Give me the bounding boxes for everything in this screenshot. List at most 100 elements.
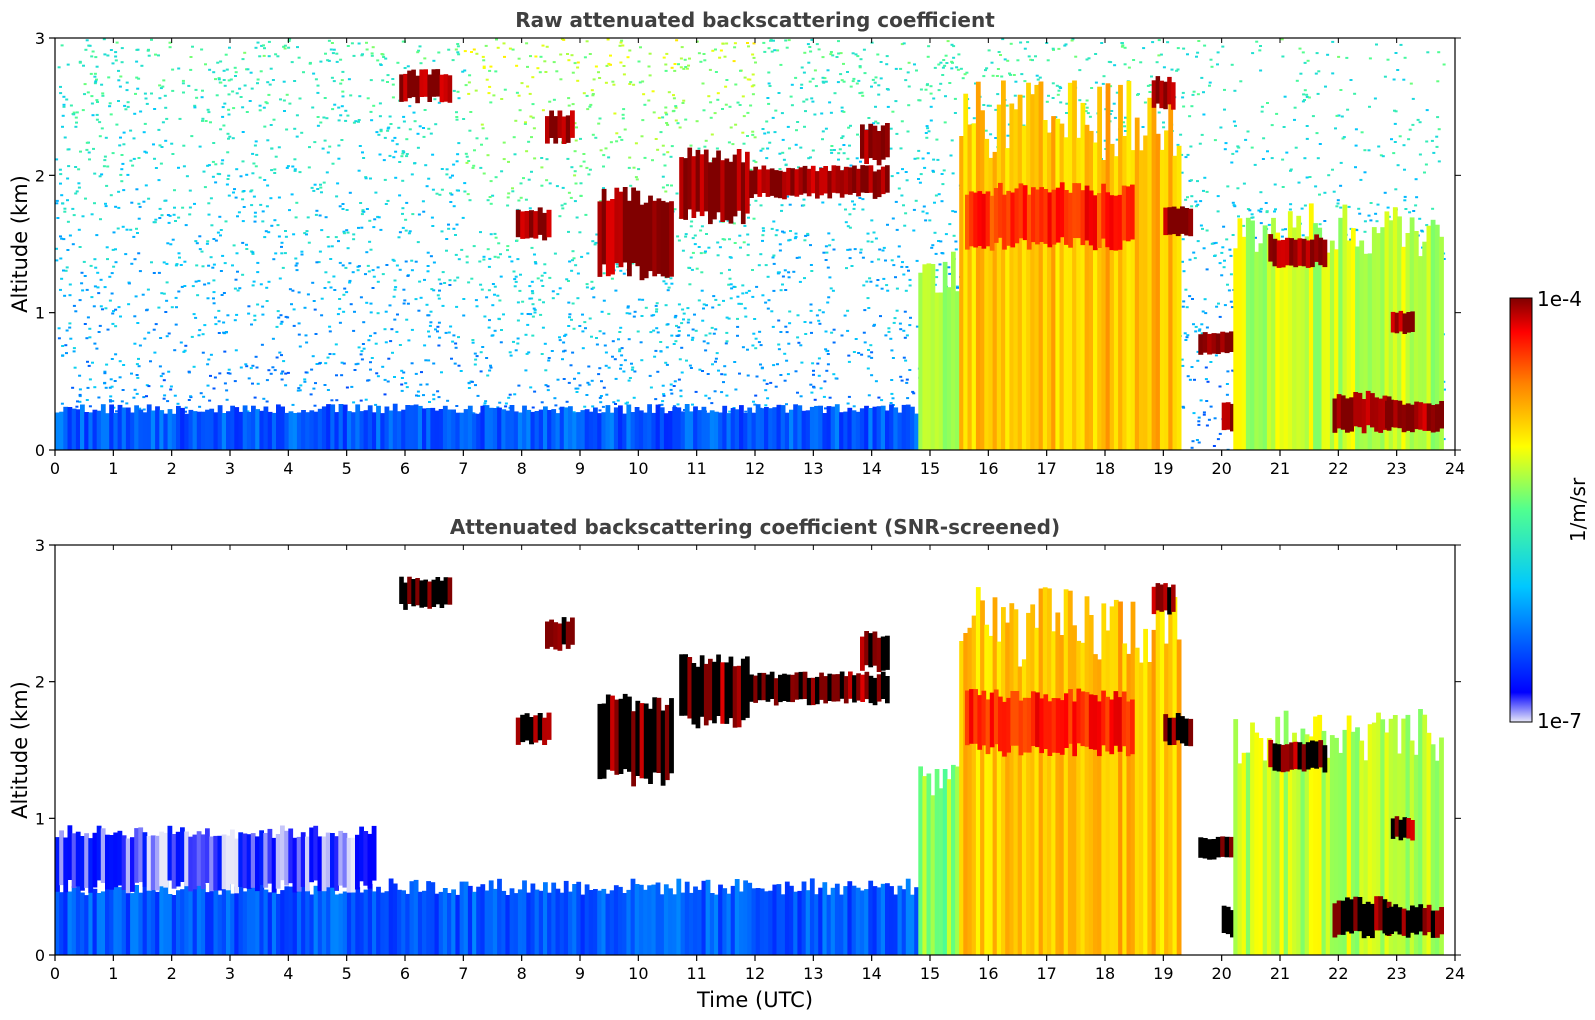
- noise-pixel: [196, 294, 200, 297]
- noise-pixel: [159, 162, 163, 165]
- noise-pixel: [120, 47, 124, 50]
- noise-pixel: [865, 280, 869, 283]
- noise-pixel: [572, 257, 576, 260]
- noise-pixel: [1148, 91, 1152, 93]
- noise-pixel: [654, 138, 658, 140]
- noise-pixel: [812, 369, 815, 372]
- noise-pixel: [357, 120, 360, 123]
- noise-pixel: [160, 292, 164, 295]
- noise-pixel: [479, 370, 483, 373]
- noise-pixel: [416, 146, 420, 149]
- noise-pixel: [427, 177, 431, 180]
- noise-pixel: [402, 302, 406, 305]
- noise-pixel: [772, 364, 776, 367]
- noise-pixel: [902, 204, 905, 207]
- noise-pixel: [859, 58, 863, 61]
- noise-pixel: [821, 56, 825, 59]
- noise-pixel: [611, 80, 615, 83]
- noise-pixel: [157, 54, 160, 57]
- noise-pixel: [675, 39, 679, 42]
- noise-pixel: [401, 152, 405, 155]
- noise-pixel: [173, 394, 177, 397]
- noise-pixel: [766, 397, 770, 400]
- noise-pixel: [809, 264, 813, 266]
- noise-pixel: [538, 71, 542, 74]
- noise-pixel: [485, 296, 489, 299]
- plot-background: [55, 38, 1455, 450]
- noise-pixel: [597, 373, 601, 376]
- noise-pixel: [500, 329, 503, 331]
- noise-pixel: [319, 60, 323, 63]
- noise-pixel: [567, 97, 571, 100]
- noise-pixel: [800, 361, 804, 364]
- noise-pixel: [1087, 57, 1091, 60]
- noise-pixel: [360, 350, 364, 353]
- noise-pixel: [425, 303, 429, 306]
- noise-pixel: [887, 330, 891, 333]
- noise-pixel: [707, 397, 711, 400]
- noise-pixel: [680, 371, 684, 374]
- noise-pixel: [383, 378, 387, 381]
- noise-pixel: [160, 214, 164, 217]
- noise-pixel: [897, 187, 901, 190]
- noise-pixel: [115, 410, 118, 413]
- noise-pixel: [179, 264, 183, 266]
- noise-pixel: [1192, 412, 1196, 415]
- noise-pixel: [1337, 114, 1341, 117]
- noise-pixel: [395, 264, 399, 267]
- noise-pixel: [1264, 202, 1268, 204]
- noise-pixel: [665, 122, 669, 124]
- noise-pixel: [83, 275, 87, 277]
- noise-pixel: [424, 359, 428, 362]
- noise-pixel: [428, 324, 432, 327]
- noise-pixel: [218, 372, 222, 375]
- noise-pixel: [260, 343, 264, 346]
- noise-pixel: [1064, 43, 1068, 46]
- noise-pixel: [652, 111, 656, 114]
- noise-pixel: [1270, 124, 1274, 127]
- noise-pixel: [569, 364, 573, 367]
- noise-pixel: [170, 306, 174, 309]
- noise-pixel: [175, 263, 179, 266]
- noise-pixel: [785, 331, 789, 334]
- noise-pixel: [338, 307, 342, 310]
- noise-pixel: [944, 233, 948, 236]
- noise-pixel: [319, 121, 323, 124]
- noise-pixel: [1014, 80, 1018, 83]
- noise-pixel: [265, 400, 269, 403]
- noise-pixel: [591, 240, 595, 243]
- noise-pixel: [114, 261, 118, 264]
- noise-pixel: [676, 335, 680, 337]
- noise-pixel: [655, 327, 659, 330]
- noise-pixel: [130, 262, 134, 265]
- noise-pixel: [664, 304, 668, 307]
- noise-pixel: [1084, 110, 1088, 113]
- noise-pixel: [1223, 259, 1226, 262]
- noise-pixel: [700, 271, 704, 274]
- noise-pixel: [136, 322, 140, 324]
- noise-pixel: [618, 136, 622, 139]
- noise-pixel: [187, 371, 191, 374]
- noise-pixel: [509, 354, 513, 357]
- noise-pixel: [825, 251, 829, 254]
- noise-pixel: [725, 331, 729, 334]
- noise-pixel: [324, 271, 328, 274]
- noise-pixel: [539, 55, 543, 58]
- noise-pixel: [119, 315, 122, 318]
- noise-pixel: [317, 261, 321, 264]
- noise-pixel: [433, 98, 437, 101]
- noise-pixel: [256, 78, 260, 81]
- noise-pixel: [1436, 80, 1440, 83]
- noise-pixel: [573, 150, 577, 153]
- noise-pixel: [566, 53, 569, 55]
- noise-pixel: [889, 127, 893, 130]
- noise-pixel: [181, 206, 185, 209]
- noise-pixel: [225, 389, 229, 392]
- noise-pixel: [184, 406, 188, 409]
- noise-pixel: [1316, 157, 1320, 160]
- noise-pixel: [341, 70, 345, 73]
- noise-pixel: [598, 396, 602, 399]
- noise-pixel: [271, 337, 275, 340]
- noise-pixel: [506, 245, 510, 248]
- noise-pixel: [882, 277, 886, 280]
